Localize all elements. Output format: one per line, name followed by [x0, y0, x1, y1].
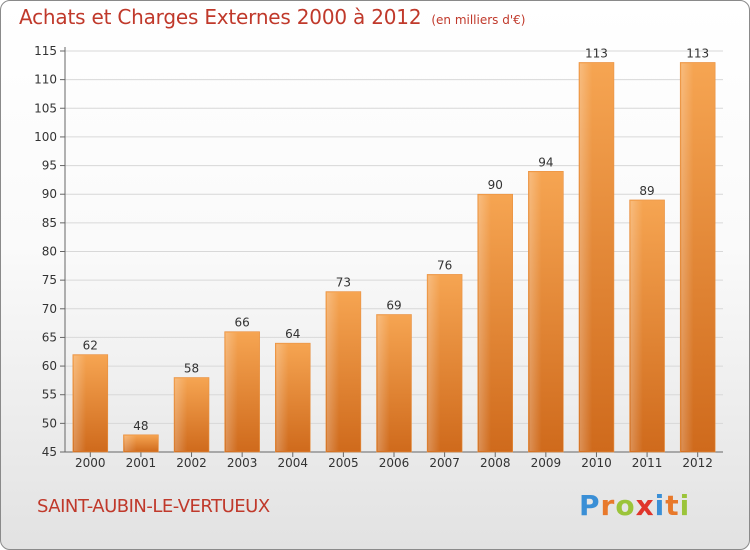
bar-highlight [225, 332, 238, 451]
bar-highlight [428, 275, 441, 451]
logo-letter: i [654, 489, 666, 522]
y-tick-label: 115 [34, 44, 57, 58]
chart-title: Achats et Charges Externes 2000 à 2012 [19, 5, 422, 29]
bar-highlight [124, 435, 137, 451]
y-tick-label: 85 [42, 216, 57, 230]
x-tick-label: 2001 [126, 456, 157, 470]
bar-highlight [579, 63, 593, 451]
bar-highlight [681, 63, 694, 451]
x-tick-label: 2011 [632, 456, 663, 470]
value-label: 113 [686, 46, 709, 60]
x-tick-label: 2007 [429, 456, 460, 470]
y-tick-label: 90 [42, 187, 57, 201]
x-tick-label: 2004 [277, 456, 308, 470]
x-tick-label: 2003 [227, 456, 258, 470]
bar-highlight [478, 195, 491, 451]
y-tick-label: 75 [42, 273, 57, 287]
x-tick-label: 2010 [581, 456, 612, 470]
x-tick-label: 2006 [379, 456, 410, 470]
value-label: 66 [235, 316, 250, 330]
title-block: Achats et Charges Externes 2000 à 2012 (e… [19, 5, 525, 29]
logo-letter: P [579, 489, 601, 522]
bar-highlight [175, 378, 188, 451]
y-tick-label: 80 [42, 245, 57, 259]
logo-letter: r [600, 489, 616, 522]
logo-letter: x [635, 489, 655, 522]
x-tick-label: 2012 [682, 456, 713, 470]
bar-highlight [529, 172, 542, 452]
logo-letter: t [665, 489, 680, 522]
y-tick-label: 65 [42, 330, 57, 344]
y-tick-label: 45 [42, 445, 57, 459]
chart-subtitle: (en milliers d'€) [431, 13, 526, 27]
value-label: 90 [488, 178, 503, 192]
x-tick-label: 2002 [176, 456, 207, 470]
value-label: 94 [538, 155, 553, 169]
bar-highlight [73, 355, 87, 451]
bar-highlight [276, 344, 289, 451]
value-label: 113 [585, 46, 608, 60]
value-label: 48 [133, 419, 148, 433]
commune-name: SAINT-AUBIN-LE-VERTUEUX [37, 496, 270, 517]
x-tick-label: 2000 [75, 456, 106, 470]
x-tick-label: 2009 [531, 456, 562, 470]
y-tick-label: 100 [34, 130, 57, 144]
bar-highlight [630, 200, 643, 451]
y-tick-label: 110 [34, 73, 57, 87]
y-tick-label: 50 [42, 416, 57, 430]
x-tick-label: 2008 [480, 456, 511, 470]
y-tick-label: 95 [42, 159, 57, 173]
value-label: 69 [386, 299, 401, 313]
value-label: 62 [83, 339, 98, 353]
proxiti-logo[interactable]: Proxiti [579, 489, 690, 522]
bar-highlight [377, 315, 390, 451]
value-label: 64 [285, 327, 300, 341]
value-label: 89 [639, 184, 654, 198]
value-label: 73 [336, 276, 351, 290]
value-label: 58 [184, 362, 199, 376]
logo-letter: i [679, 489, 691, 522]
logo-letter: o [615, 489, 636, 522]
y-tick-label: 60 [42, 359, 57, 373]
value-label: 76 [437, 258, 452, 272]
y-tick-label: 105 [34, 101, 57, 115]
bar-highlight [326, 292, 340, 451]
y-tick-label: 55 [42, 388, 57, 402]
y-tick-label: 70 [42, 302, 57, 316]
x-tick-label: 2005 [328, 456, 359, 470]
